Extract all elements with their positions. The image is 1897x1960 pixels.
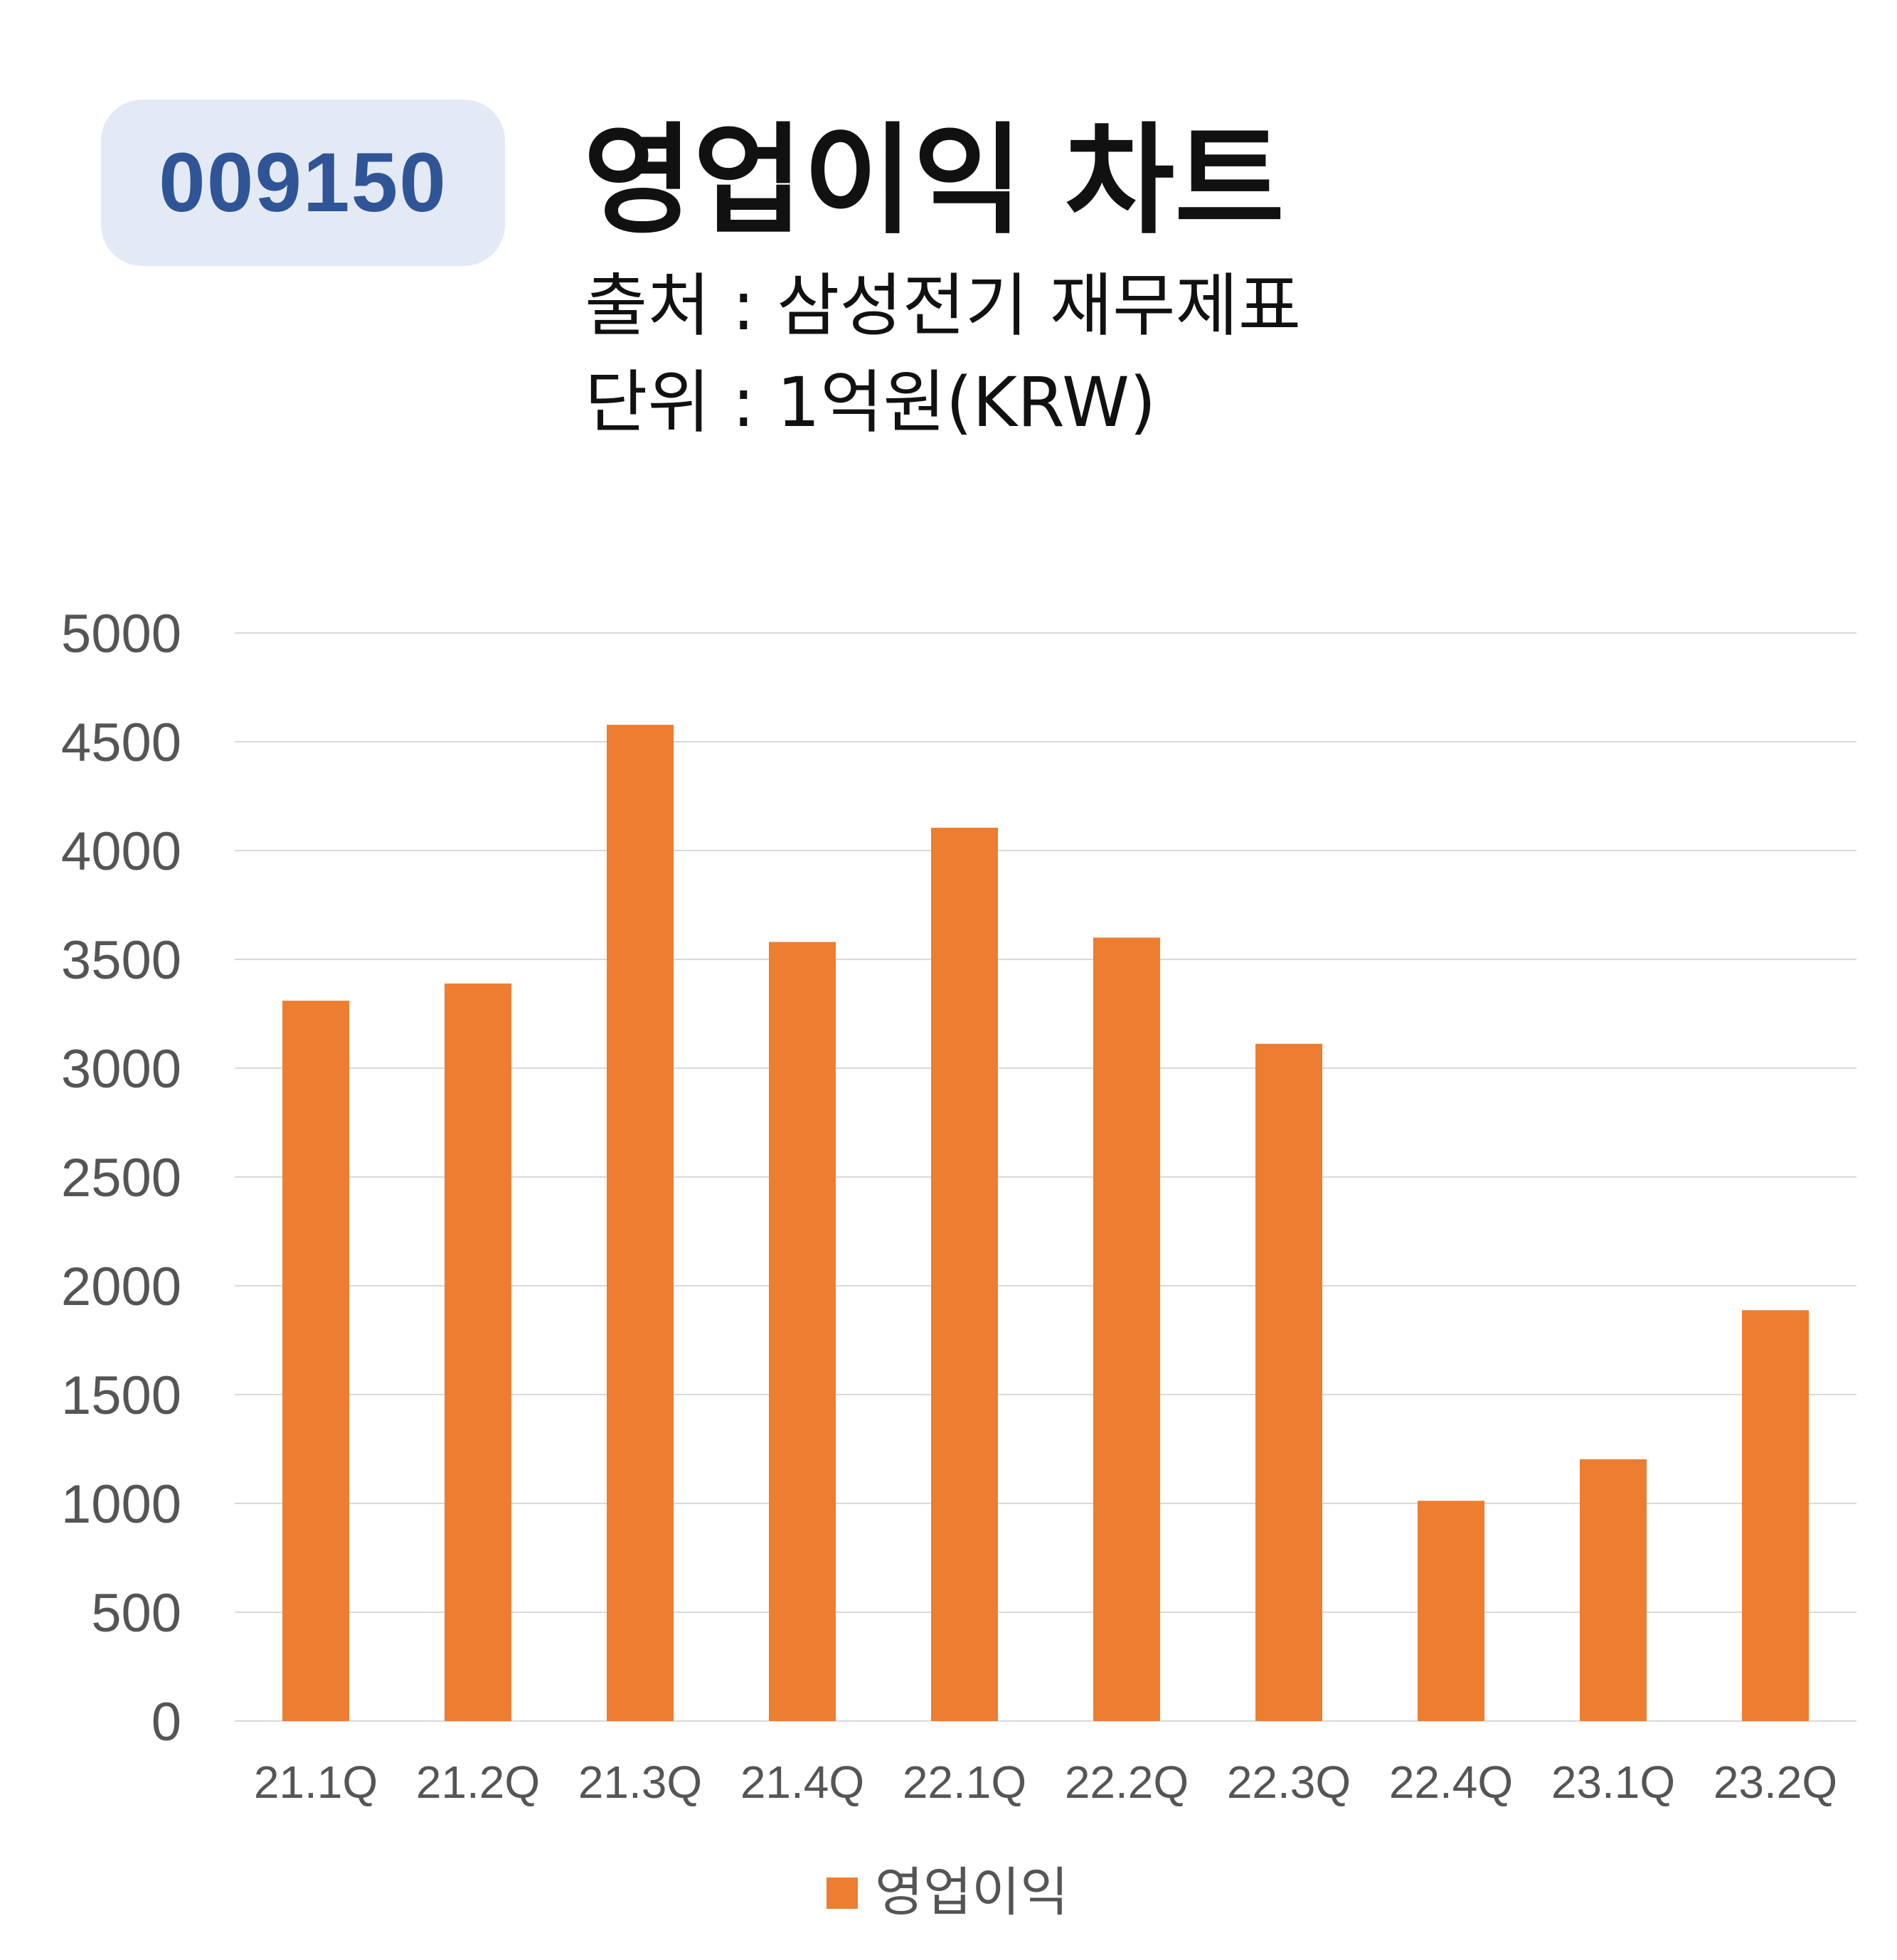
bar [1418,1501,1484,1721]
y-tick-label: 1000 [61,1474,181,1535]
x-tick-label: 21.1Q [254,1757,378,1808]
y-tick-label: 1500 [61,1365,181,1426]
x-tick-label: 22.4Q [1389,1757,1513,1808]
legend: 영업이익 [827,1862,1068,1923]
ticker-code: 009150 [159,136,447,230]
x-tick-label: 22.2Q [1065,1757,1189,1808]
y-tick-label: 2500 [61,1148,181,1208]
bar [1580,1459,1647,1721]
y-axis-ticks: 0 500 1000 1500 2000 2500 3000 3500 4000 4500 5000 [61,604,181,1752]
y-tick-label: 4000 [61,821,181,882]
y-tick-label: 2000 [61,1257,181,1317]
bar [445,983,511,1721]
bars [282,725,1809,1721]
bar [607,725,674,1721]
source-text: 출처 : 삼성전기 재무제표 [585,266,1302,346]
x-tick-label: 21.4Q [740,1757,864,1808]
y-tick-label: 3500 [61,930,181,991]
x-tick-label: 21.2Q [416,1757,540,1808]
y-tick-label: 0 [152,1692,181,1752]
y-tick-label: 4500 [61,713,181,773]
y-tick-label: 3000 [61,1039,181,1099]
ticker-badge: 009150 [101,100,505,266]
bar [1255,1043,1322,1721]
x-tick-label: 23.1Q [1551,1757,1675,1808]
chart-title: 영업이익 차트 [583,111,1285,250]
y-tick-label: 5000 [61,604,181,664]
bar [1093,937,1160,1721]
legend-label: 영업이익 [875,1862,1068,1923]
unit-text: 단위 : 1억원(KRW) [585,363,1157,442]
bar [931,827,998,1721]
x-tick-label: 22.1Q [903,1757,1026,1808]
y-tick-label: 500 [91,1583,181,1644]
x-tick-label: 21.3Q [578,1757,702,1808]
bar [282,1001,349,1721]
x-tick-label: 22.3Q [1227,1757,1351,1808]
bar [1742,1310,1809,1721]
legend-swatch [827,1878,858,1909]
x-axis-ticks: 21.1Q 21.2Q 21.3Q 21.4Q 22.1Q 22.2Q 22.3Q 22.4Q… [254,1757,1837,1808]
bar [769,942,836,1721]
x-tick-label: 23.2Q [1713,1757,1837,1808]
